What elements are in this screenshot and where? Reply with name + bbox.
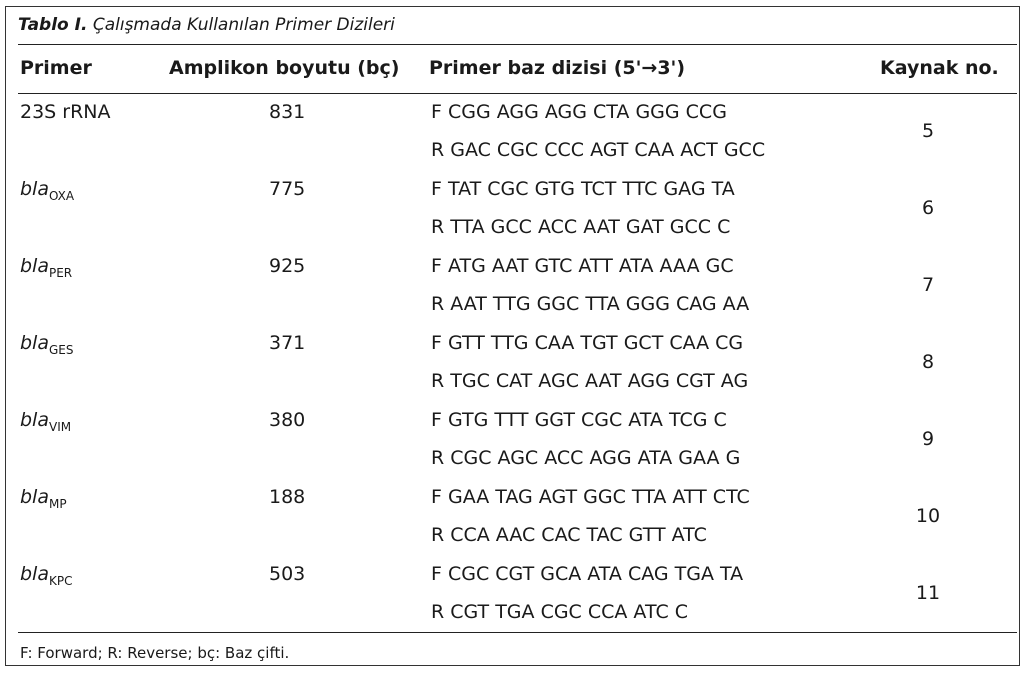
gene-name: blaVIM <box>20 409 72 434</box>
gene-name: 23S rRNA <box>20 101 111 123</box>
reverse-sequence: R TTA GCC ACC AAT GAT GCC C <box>431 216 731 238</box>
reverse-sequence: R CCA AAC CAC TAC GTT ATC <box>431 524 707 546</box>
reference-number: 5 <box>921 120 935 142</box>
forward-sequence: F CGG AGG AGG CTA GGG CCG <box>431 101 727 123</box>
gene-subscript: PER <box>48 266 73 280</box>
gene-subscript: VIM <box>48 420 72 434</box>
gene-prefix: bla <box>20 178 49 200</box>
bottom-rule <box>18 632 1017 633</box>
gene-subscript: OXA <box>48 189 75 203</box>
gene-prefix: bla <box>20 409 49 431</box>
reference-number: 11 <box>915 582 941 604</box>
amplicon-size: 775 <box>269 178 306 200</box>
forward-sequence: F GTT TTG CAA TGT GCT CAA CG <box>431 332 744 354</box>
amplicon-size: 371 <box>269 332 306 354</box>
gene-name: blaKPC <box>20 563 73 588</box>
gene-prefix: bla <box>20 255 49 277</box>
amplicon-size: 188 <box>269 486 306 508</box>
gene-subscript: MP <box>48 497 67 511</box>
header-primer: Primer <box>20 57 92 79</box>
gene-name: blaPER <box>20 255 73 280</box>
reverse-sequence: R GAC CGC CCC AGT CAA ACT GCC <box>431 139 766 161</box>
gene-prefix: bla <box>20 332 49 354</box>
gene-name: blaMP <box>20 486 67 511</box>
gene-prefix: bla <box>20 563 49 585</box>
forward-sequence: F GTG TTT GGT CGC ATA TCG C <box>431 409 727 431</box>
amplicon-size: 503 <box>269 563 306 585</box>
table-footnote: F: Forward; R: Reverse; bç: Baz çifti. <box>20 644 290 662</box>
amplicon-size: 925 <box>269 255 306 277</box>
forward-sequence: F TAT CGC GTG TCT TTC GAG TA <box>431 178 735 200</box>
reference-number: 8 <box>921 351 935 373</box>
gene-prefix: bla <box>20 486 49 508</box>
caption-text: Çalışmada Kullanılan Primer Dizileri <box>87 15 395 35</box>
reverse-sequence: R AAT TTG GGC TTA GGG CAG AA <box>431 293 750 315</box>
amplicon-size: 831 <box>269 101 306 123</box>
reverse-sequence: R TGC CAT AGC AAT AGG CGT AG <box>431 370 749 392</box>
top-rule <box>18 44 1017 45</box>
header-amplicon: Amplikon boyutu (bç) <box>169 57 400 79</box>
gene-subscript: KPC <box>48 574 73 588</box>
reference-number: 9 <box>921 428 935 450</box>
header-reference: Kaynak no. <box>880 57 999 79</box>
gene-name: blaGES <box>20 332 74 357</box>
header-sequence: Primer baz dizisi (5'→3') <box>429 57 686 79</box>
forward-sequence: F CGC CGT GCA ATA CAG TGA TA <box>431 563 744 585</box>
table-frame: Tablo I. Çalışmada Kullanılan Primer Diz… <box>5 6 1020 666</box>
gene-subscript: GES <box>48 343 74 357</box>
reverse-sequence: R CGC AGC ACC AGG ATA GAA G <box>431 447 741 469</box>
amplicon-size: 380 <box>269 409 306 431</box>
gene-name: blaOXA <box>20 178 75 203</box>
table-caption: Tablo I. Çalışmada Kullanılan Primer Diz… <box>18 15 395 35</box>
header-rule <box>18 93 1017 94</box>
reference-number: 7 <box>921 274 935 296</box>
caption-label: Tablo I. <box>18 15 88 35</box>
reference-number: 10 <box>915 505 941 527</box>
reference-number: 6 <box>921 197 935 219</box>
reverse-sequence: R CGT TGA CGC CCA ATC C <box>431 601 689 623</box>
forward-sequence: F ATG AAT GTC ATT ATA AAA GC <box>431 255 734 277</box>
forward-sequence: F GAA TAG AGT GGC TTA ATT CTC <box>431 486 750 508</box>
